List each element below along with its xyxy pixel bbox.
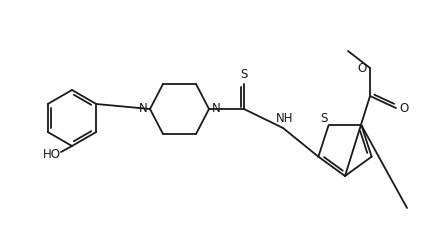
Text: NH: NH <box>276 113 294 126</box>
Text: O: O <box>357 62 367 75</box>
Text: S: S <box>320 112 327 125</box>
Text: N: N <box>212 102 220 115</box>
Text: O: O <box>400 101 409 114</box>
Text: N: N <box>139 102 147 115</box>
Text: S: S <box>240 68 248 81</box>
Text: HO: HO <box>43 148 61 161</box>
